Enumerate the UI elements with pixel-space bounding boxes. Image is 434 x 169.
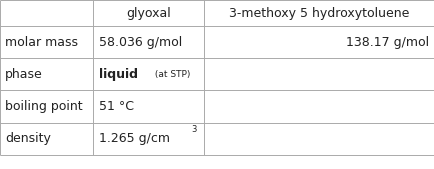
Text: phase: phase bbox=[5, 68, 43, 81]
Text: 1.265 g/cm: 1.265 g/cm bbox=[99, 132, 170, 145]
Text: liquid: liquid bbox=[99, 68, 138, 81]
Text: 58.036 g/mol: 58.036 g/mol bbox=[99, 36, 182, 49]
Text: 138.17 g/mol: 138.17 g/mol bbox=[345, 36, 429, 49]
Text: density: density bbox=[5, 132, 51, 145]
Text: 3: 3 bbox=[191, 125, 196, 134]
Text: glyoxal: glyoxal bbox=[126, 7, 171, 20]
Text: 51 °C: 51 °C bbox=[99, 100, 134, 113]
Text: boiling point: boiling point bbox=[5, 100, 83, 113]
Text: molar mass: molar mass bbox=[5, 36, 78, 49]
Text: (at STP): (at STP) bbox=[152, 70, 191, 79]
Text: 3-methoxy 5 hydroxytoluene: 3-methoxy 5 hydroxytoluene bbox=[229, 7, 409, 20]
